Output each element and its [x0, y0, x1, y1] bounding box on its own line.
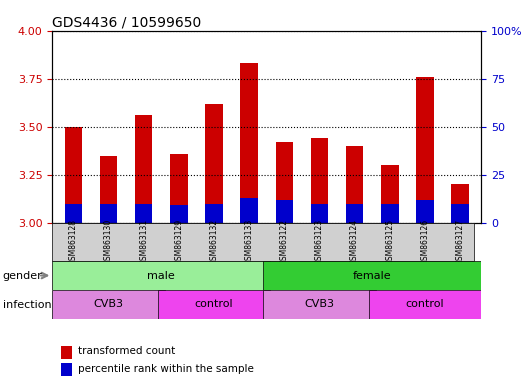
Bar	[65, 204, 82, 223]
Text: GSM863133: GSM863133	[245, 219, 254, 265]
Bar	[61, 346, 72, 359]
Text: GDS4436 / 10599650: GDS4436 / 10599650	[52, 15, 201, 29]
Bar	[52, 261, 270, 290]
Bar	[346, 204, 363, 223]
Bar	[263, 261, 481, 290]
Bar	[135, 204, 153, 223]
Bar	[100, 156, 117, 223]
Text: gender: gender	[3, 271, 42, 281]
Bar	[381, 204, 399, 223]
Bar	[369, 290, 481, 319]
Bar	[276, 200, 293, 223]
Bar	[241, 63, 258, 223]
Bar	[241, 198, 258, 223]
Bar	[451, 184, 469, 223]
Bar	[61, 363, 72, 376]
Text: CVB3: CVB3	[94, 299, 123, 310]
Bar	[311, 138, 328, 223]
Bar	[346, 146, 363, 223]
Text: percentile rank within the sample: percentile rank within the sample	[78, 364, 254, 374]
Bar	[135, 115, 153, 223]
Bar	[416, 200, 434, 223]
Text: GSM863126: GSM863126	[420, 219, 429, 265]
Text: GSM863122: GSM863122	[280, 219, 289, 265]
Text: GSM863132: GSM863132	[210, 219, 219, 265]
Text: female: female	[353, 270, 392, 281]
Bar	[65, 127, 82, 223]
Bar	[100, 204, 117, 223]
Text: infection: infection	[3, 300, 51, 310]
Text: CVB3: CVB3	[304, 299, 335, 310]
Bar	[158, 290, 270, 319]
Text: GSM863123: GSM863123	[315, 219, 324, 265]
Bar	[205, 204, 223, 223]
Text: GSM863124: GSM863124	[350, 219, 359, 265]
Text: control: control	[406, 299, 444, 310]
Bar	[170, 154, 188, 223]
Text: GSM863130: GSM863130	[104, 219, 113, 265]
Text: GSM863131: GSM863131	[139, 219, 148, 265]
Bar	[205, 104, 223, 223]
Bar	[451, 204, 469, 223]
Bar	[276, 142, 293, 223]
Text: transformed count: transformed count	[78, 346, 175, 356]
Bar	[52, 290, 165, 319]
Bar	[416, 77, 434, 223]
Bar	[311, 204, 328, 223]
Bar	[381, 165, 399, 223]
Text: GSM863129: GSM863129	[174, 219, 184, 265]
Bar	[170, 205, 188, 223]
Bar	[263, 290, 376, 319]
Text: GSM863128: GSM863128	[69, 219, 78, 265]
Text: male: male	[147, 270, 175, 281]
Text: control: control	[195, 299, 233, 310]
Text: GSM863125: GSM863125	[385, 219, 394, 265]
Text: GSM863127: GSM863127	[456, 219, 464, 265]
